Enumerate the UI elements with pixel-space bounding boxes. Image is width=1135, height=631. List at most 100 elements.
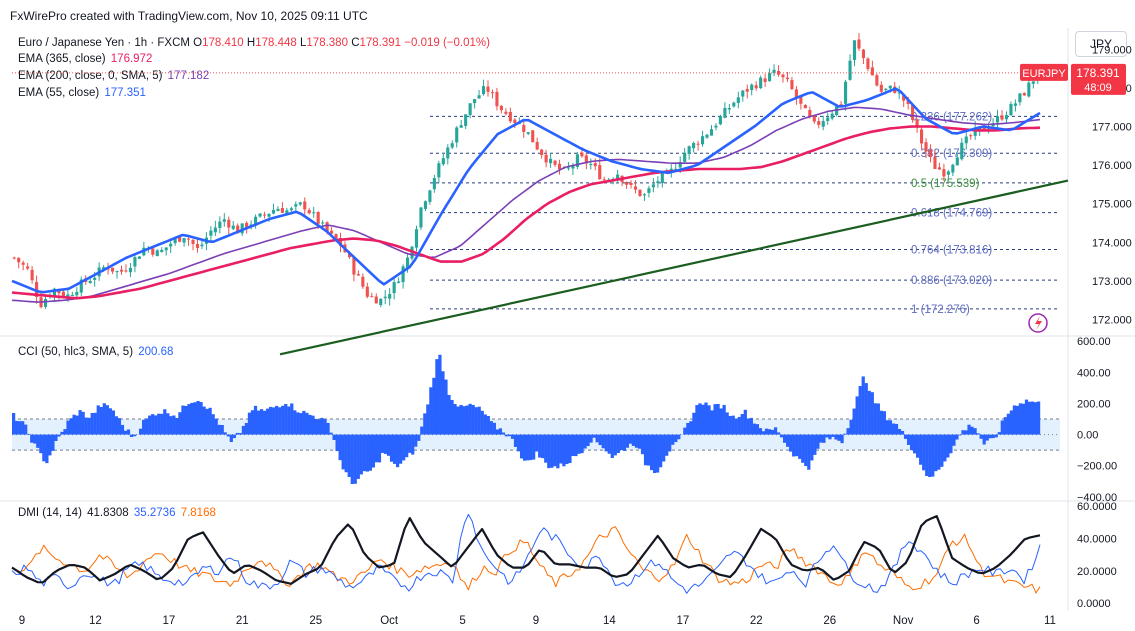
dmi-plus-value: 35.2736 [133, 507, 176, 519]
cci-bar [716, 403, 720, 435]
cci-bar [359, 434, 363, 475]
cci-bar [108, 408, 112, 435]
candle-body [513, 119, 517, 124]
cci-bar [731, 415, 735, 435]
cci-bar [196, 400, 200, 435]
cci-bar [801, 434, 805, 463]
trendline [279, 179, 1069, 356]
cci-bar [18, 421, 22, 435]
symbol-tag: EURJPY [1022, 68, 1066, 80]
ema55-value: 177.351 [104, 87, 146, 99]
candle-body [97, 267, 101, 277]
cci-bar [831, 434, 835, 437]
legend-dmi[interactable]: DMI (14, 14) 41.8308 35.2736 7.8168 [18, 507, 216, 519]
candle-body [705, 134, 709, 138]
cci-bar [695, 405, 699, 435]
candle-body [669, 168, 673, 172]
legend-ema55[interactable]: EMA (55, close) 177.351 [18, 87, 146, 99]
cci-bar [317, 419, 321, 435]
cci-bar [755, 424, 760, 435]
dmi-minus-value: 7.8168 [180, 507, 216, 519]
cci-bar [828, 434, 832, 440]
x-tick-label: 5 [459, 615, 465, 627]
candle-body [338, 237, 343, 246]
legend-ema200[interactable]: EMA (200, close, 0, SMA, 5) 177.182 [18, 70, 210, 82]
cci-bar [816, 434, 820, 449]
candle-body [66, 294, 70, 298]
candle-body [173, 238, 177, 244]
legend-symbol-row: Euro / Japanese Yen · 1h · FXCM O178.410… [18, 37, 490, 49]
cci-band [12, 419, 1060, 451]
cci-value: 200.68 [138, 346, 174, 358]
cci-bar [93, 412, 97, 435]
candle-body [544, 154, 548, 163]
cci-bar [677, 434, 681, 440]
cci-bar [30, 434, 34, 443]
candle-body [21, 262, 25, 265]
cci-bar [846, 428, 850, 435]
cci-bar [519, 434, 524, 459]
cci-bar [229, 434, 233, 442]
candle-body [88, 280, 92, 283]
ema55-line [11, 87, 1041, 294]
dmi-tick-label: 0.0000 [1077, 598, 1111, 610]
cci-bar [734, 418, 738, 435]
candle-body [602, 179, 606, 181]
legend-ema365[interactable]: EMA (365, close) 176.972 [18, 53, 153, 65]
candle-body [410, 246, 414, 259]
cci-bar [592, 434, 596, 438]
cci-bar [465, 405, 469, 435]
cci-bar [148, 415, 152, 435]
cci-bar [498, 428, 503, 435]
cci-bar [728, 415, 732, 435]
x-tick-label: 22 [750, 615, 763, 627]
dmi-tick-label: 40.0000 [1077, 534, 1117, 546]
dmi-tick-label: 60.0000 [1077, 501, 1117, 513]
cci-bar [913, 434, 917, 454]
cci-bar [619, 434, 623, 451]
candle-body [213, 227, 217, 233]
candle-body [254, 216, 258, 226]
candle-body [598, 165, 602, 180]
cci-bar [414, 434, 418, 447]
cci-bar [858, 386, 862, 435]
candle-body [575, 154, 579, 167]
cci-bar [356, 434, 360, 479]
cci-bar [861, 376, 865, 435]
cci-bar [589, 434, 593, 443]
candle-body [343, 244, 347, 253]
cci-bar [75, 415, 79, 435]
cci-bar [888, 420, 893, 435]
cci-bar [184, 405, 188, 435]
candle-body [330, 230, 334, 234]
cci-bar [964, 430, 968, 435]
candle-body [405, 257, 410, 268]
cci-bar [1012, 405, 1017, 435]
legend-cci[interactable]: CCI (50, hlc3, SMA, 5) 200.68 [18, 346, 174, 358]
price-tick-label: 172.000 [1092, 315, 1132, 327]
candle-body [303, 201, 307, 210]
cci-bar [399, 434, 403, 464]
cci-bar [238, 433, 242, 435]
candle-body [432, 178, 436, 190]
cci-bar [193, 402, 197, 435]
cci-bar [211, 414, 215, 435]
candle-body [727, 108, 731, 110]
candle-body [365, 286, 369, 297]
cci-bar [1009, 410, 1013, 435]
currency-button[interactable]: JPY [1075, 31, 1127, 57]
cci-bar [749, 417, 753, 435]
candle-body [227, 219, 231, 228]
candle-body [392, 282, 396, 294]
cci-bar [72, 414, 76, 435]
cci-tick-label: 400.00 [1077, 367, 1111, 379]
candle-body [428, 190, 432, 202]
candle-body [522, 125, 526, 132]
candle-body [584, 155, 588, 164]
cci-bar [468, 403, 472, 435]
candle-body [155, 250, 159, 257]
candle-body [942, 169, 946, 177]
candle-body [562, 167, 566, 169]
cci-bar [474, 407, 478, 435]
